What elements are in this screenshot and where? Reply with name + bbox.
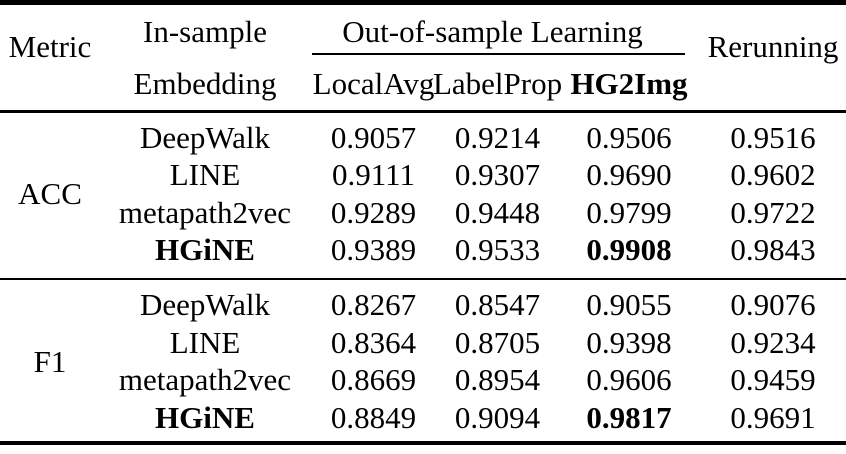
metric-value: 0.9506 bbox=[586, 119, 672, 155]
metric-value-best: 0.9817 bbox=[586, 399, 672, 435]
col-header-hg2img: HG2Img bbox=[570, 66, 688, 101]
metric-value: 0.9690 bbox=[586, 157, 672, 193]
col-header-rerunning: Rerunning bbox=[707, 29, 839, 64]
header-rule bbox=[0, 110, 846, 113]
col-header-in-sample-line1: In-sample bbox=[143, 13, 267, 49]
metric-value: 0.9602 bbox=[730, 157, 816, 193]
metric-value: 0.9459 bbox=[730, 362, 816, 398]
col-header-in-sample-line2: Embedding bbox=[133, 66, 277, 101]
metric-value: 0.8705 bbox=[454, 324, 541, 360]
metric-value: 0.9214 bbox=[454, 119, 541, 155]
metric-value: 0.8547 bbox=[454, 287, 541, 323]
col-header-metric: Metric bbox=[8, 29, 92, 64]
metric-value: 0.9057 bbox=[330, 119, 417, 155]
metric-value: 0.9389 bbox=[330, 232, 417, 268]
metric-value: 0.9398 bbox=[586, 324, 672, 360]
embedding-name: DeepWalk bbox=[139, 287, 271, 323]
metric-value: 0.9307 bbox=[454, 157, 541, 193]
metric-value: 0.9076 bbox=[730, 287, 816, 323]
metric-label-f1: F1 bbox=[33, 343, 67, 379]
metric-value: 0.9111 bbox=[332, 157, 415, 193]
metric-value: 0.9606 bbox=[586, 362, 672, 398]
metric-value: 0.8669 bbox=[330, 362, 417, 398]
metric-value: 0.8849 bbox=[330, 399, 417, 435]
embedding-name: metapath2vec bbox=[118, 362, 292, 398]
metric-value: 0.9843 bbox=[730, 232, 816, 268]
col-header-localavg: LocalAvg bbox=[312, 66, 435, 101]
section-acc: ACC DeepWalk 0.9057 0.9214 0.9506 0.9516… bbox=[0, 113, 846, 278]
embedding-name: DeepWalk bbox=[139, 119, 271, 155]
metric-value: 0.9722 bbox=[730, 194, 816, 230]
metric-value: 0.9516 bbox=[730, 119, 816, 155]
col-header-labelprop: LabelProp bbox=[432, 66, 563, 101]
embedding-name: LINE bbox=[169, 157, 241, 193]
section-f1: F1 DeepWalk 0.8267 0.8547 0.9055 0.9076 … bbox=[0, 280, 846, 441]
metric-value: 0.9799 bbox=[586, 194, 672, 230]
metric-value: 0.9691 bbox=[730, 399, 816, 435]
metric-value: 0.8267 bbox=[330, 287, 417, 323]
top-rule bbox=[0, 0, 846, 5]
metric-value: 0.9055 bbox=[586, 287, 672, 323]
embedding-name: metapath2vec bbox=[118, 194, 292, 230]
section-divider-rule bbox=[0, 277, 846, 280]
metric-value: 0.9289 bbox=[330, 194, 417, 230]
bottom-rule bbox=[0, 441, 846, 445]
metric-label-acc: ACC bbox=[18, 176, 82, 211]
metric-value: 0.9448 bbox=[454, 194, 541, 230]
group-header-underline bbox=[312, 53, 685, 55]
metric-value: 0.9533 bbox=[454, 232, 541, 268]
metric-value: 0.9234 bbox=[730, 324, 816, 360]
group-header-out-of-sample: Out-of-sample Learning bbox=[342, 13, 643, 49]
metric-value-best: 0.9908 bbox=[586, 232, 672, 268]
metric-value: 0.9094 bbox=[454, 399, 541, 435]
metric-value: 0.8364 bbox=[330, 324, 417, 360]
table-header: Metric In-sample Out-of-sample Learning … bbox=[0, 5, 846, 110]
embedding-name: HGiNE bbox=[155, 232, 255, 268]
embedding-name: HGiNE bbox=[155, 399, 255, 435]
embedding-name: LINE bbox=[169, 324, 241, 360]
metric-value: 0.8954 bbox=[454, 362, 541, 398]
